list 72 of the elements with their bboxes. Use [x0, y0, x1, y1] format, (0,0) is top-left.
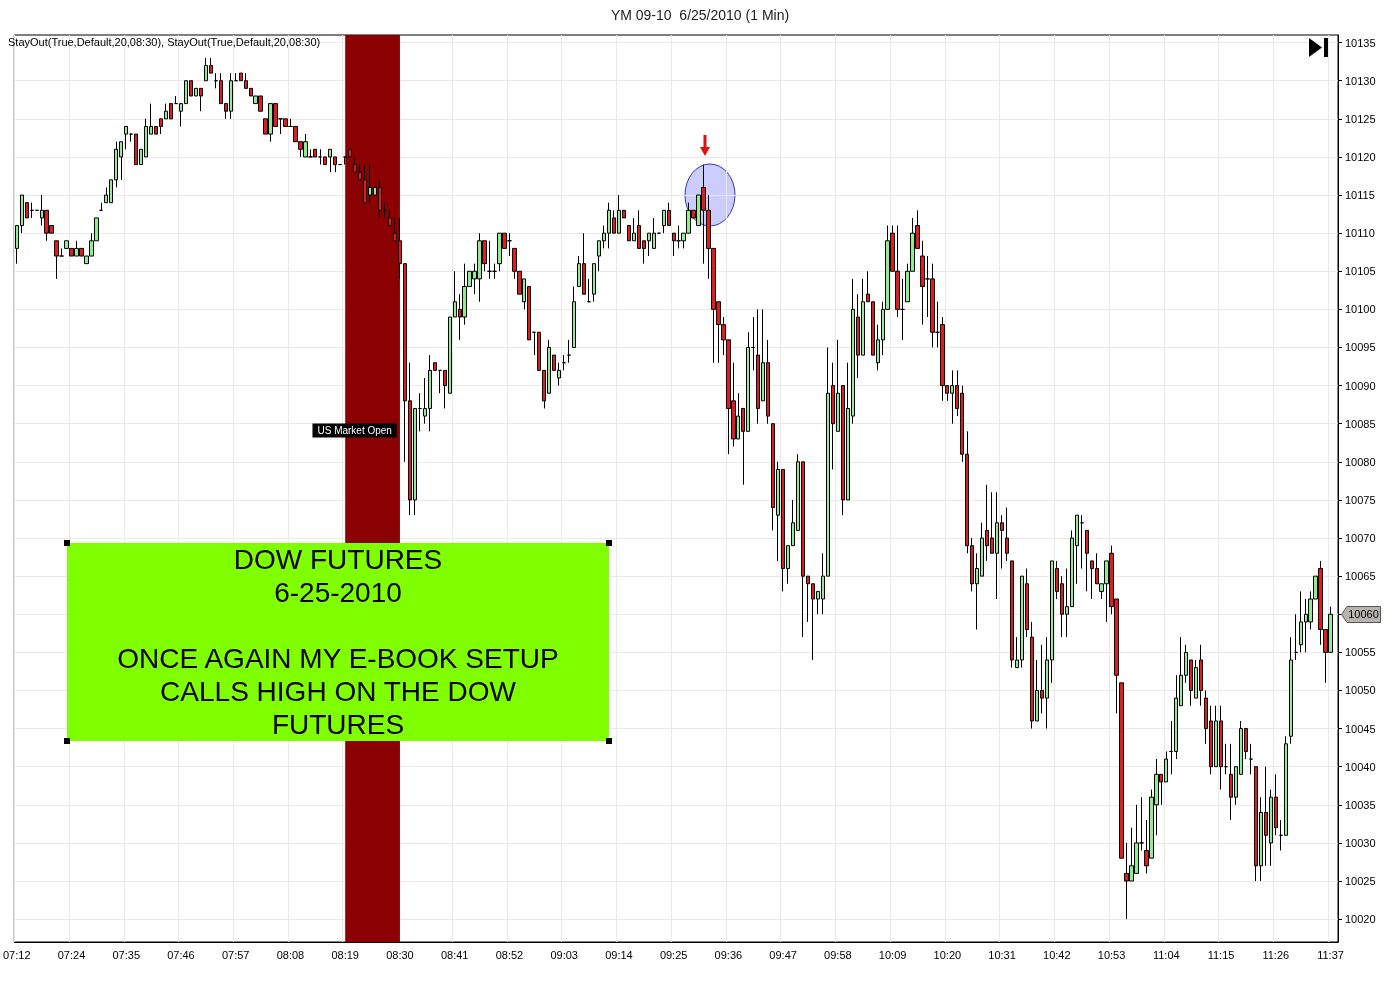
candlestick	[124, 125, 128, 150]
text: DOW FUTURES 6-25-2010 ONCE AGAIN MY E-BOOK SETUP CALLS HIGH ON THE DOW FUTURES	[117, 544, 559, 740]
band-label: US Market Open	[317, 424, 392, 436]
x-tick-label: 08:08	[276, 948, 305, 961]
y-tick-label: 10130	[1345, 74, 1376, 87]
x-tick-label: 08:30	[386, 948, 414, 961]
candlestick	[592, 263, 596, 303]
x-tick-label: 09:36	[714, 948, 743, 961]
y-tick-label: 10080	[1345, 455, 1376, 468]
y-tick-label: 10050	[1345, 684, 1376, 697]
candlestick	[1005, 507, 1009, 562]
candlestick	[1224, 743, 1228, 775]
candlestick	[1289, 636, 1293, 745]
x-tick-label: 11:26	[1262, 948, 1290, 961]
y-tick-label: 10125	[1345, 112, 1376, 125]
candlestick	[1119, 682, 1124, 859]
candlestick	[1085, 529, 1089, 592]
y-tick-label: 10020	[1345, 913, 1376, 926]
y-tick-label: 10055	[1345, 646, 1376, 659]
x-tick-label: 10:31	[988, 948, 1016, 961]
y-tick-label: 10095	[1345, 341, 1376, 354]
x-tick-label: 08:41	[440, 948, 469, 961]
y-tick-label: 10115	[1345, 189, 1375, 202]
y-tick-label: 10025	[1345, 875, 1376, 888]
chart-title: YM 09-10 6/25/2010 (1 Min)	[610, 7, 790, 23]
x-tick-label: 09:25	[659, 948, 688, 961]
y-tick-label: 10030	[1345, 836, 1376, 849]
x-tick-label: 08:52	[495, 948, 524, 961]
x-tick-label: 08:19	[331, 948, 359, 961]
x-tick-label: 07:46	[167, 948, 195, 961]
y-tick-label: 10085	[1345, 417, 1376, 430]
candlestick	[567, 339, 571, 364]
x-tick-label: 09:47	[769, 948, 797, 961]
text: 10060	[1347, 607, 1380, 622]
y-tick-label: 10120	[1345, 150, 1376, 163]
y-tick-label: 10070	[1345, 532, 1376, 545]
x-tick-label: 11:37	[1317, 948, 1344, 961]
candlestick	[562, 354, 566, 371]
candlestick	[1249, 743, 1253, 775]
y-tick-label: 10105	[1345, 265, 1376, 278]
chart-subtitle: StayOut(True,Default,20,08:30), StayOut(True,Default,20,08:30)	[8, 35, 321, 48]
x-tick-label: 09:03	[550, 948, 578, 961]
x-tick-label: 09:58	[824, 948, 852, 961]
x-tick-label: 07:24	[57, 948, 86, 961]
y-tick-label: 10065	[1345, 570, 1376, 583]
y-tick-label: 10090	[1345, 379, 1376, 392]
y-tick-label: 10135	[1345, 36, 1376, 49]
candlestick	[587, 278, 591, 303]
y-tick-label: 10100	[1345, 303, 1376, 316]
candlestick	[1080, 514, 1084, 570]
candlestick	[313, 148, 317, 158]
y-tick-label: 10075	[1345, 493, 1376, 506]
x-tick-label: 10:20	[933, 948, 962, 961]
candlestick	[30, 202, 34, 219]
x-tick-label: 11:15	[1207, 948, 1235, 961]
x-tick-label: 11:04	[1152, 948, 1180, 961]
x-tick-label: 10:42	[1043, 948, 1071, 961]
x-tick-label: 07:12	[2, 948, 31, 961]
y-tick-label: 10035	[1345, 798, 1376, 811]
candlestick	[751, 316, 755, 371]
candlestick	[1294, 613, 1298, 661]
y-tick-label: 10040	[1345, 760, 1376, 773]
y-tick-label: 10110	[1345, 227, 1375, 240]
y-tick-label: 10045	[1345, 722, 1376, 735]
x-tick-label: 07:35	[112, 948, 141, 961]
x-tick-label: 10:53	[1097, 948, 1126, 961]
x-tick-label: 10:09	[878, 948, 907, 961]
x-tick-label: 09:14	[605, 948, 633, 961]
x-tick-label: 07:57	[221, 948, 250, 961]
candlestick	[572, 286, 576, 348]
candlestick	[383, 202, 387, 219]
candlestick	[388, 209, 392, 227]
